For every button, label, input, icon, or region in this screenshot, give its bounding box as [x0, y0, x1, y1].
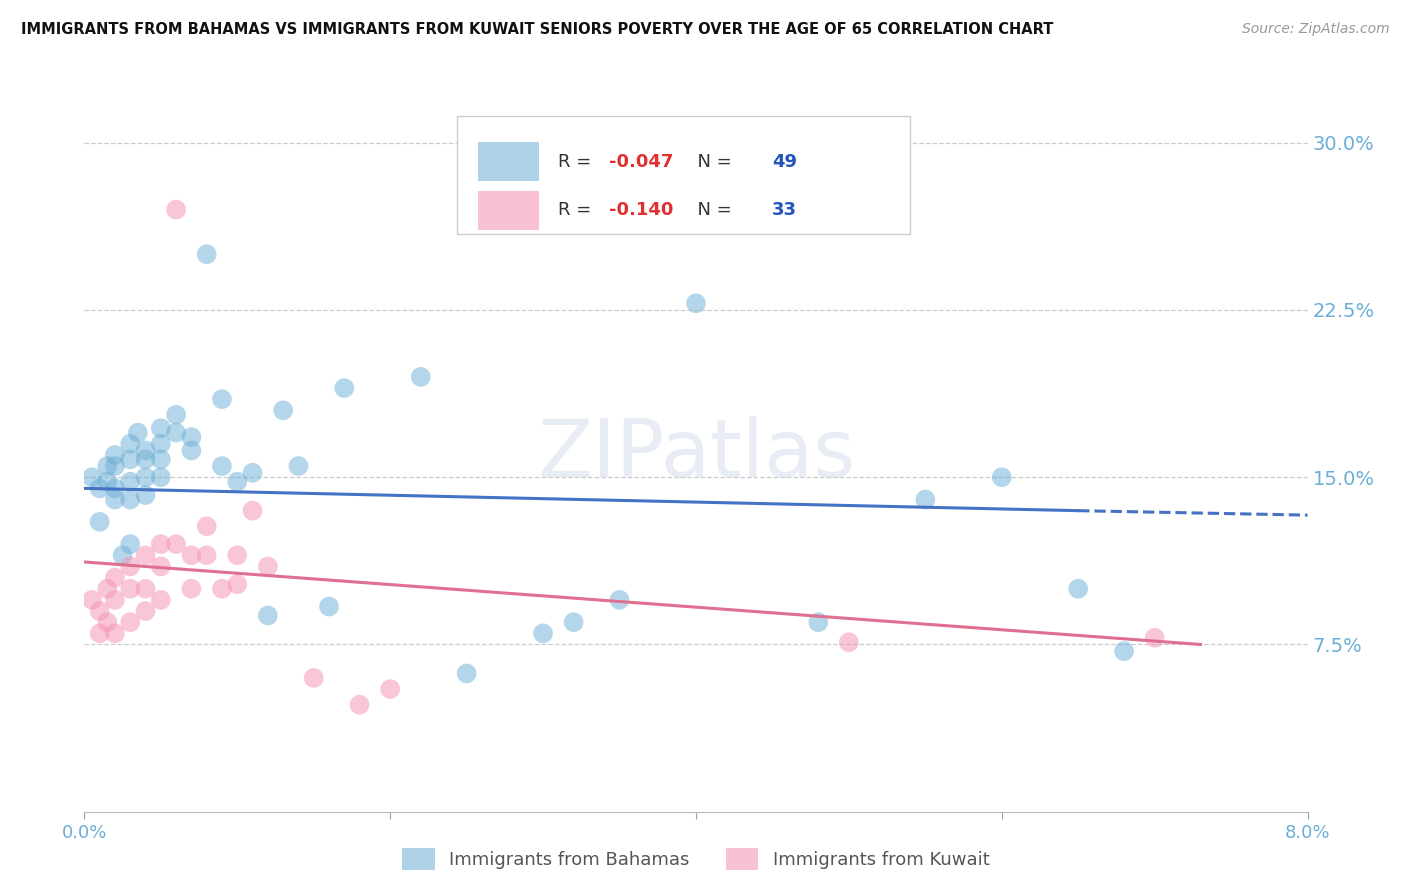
- Point: [149, 421, 172, 435]
- Point: [165, 425, 187, 440]
- Point: [287, 459, 309, 474]
- Point: [226, 548, 249, 563]
- Point: [165, 408, 187, 422]
- Text: Source: ZipAtlas.com: Source: ZipAtlas.com: [1241, 22, 1389, 37]
- Point: [120, 615, 142, 630]
- Point: [149, 537, 172, 551]
- Point: [104, 592, 127, 607]
- Point: [609, 592, 631, 607]
- Point: [135, 604, 157, 618]
- Text: R =: R =: [558, 202, 596, 219]
- Point: [120, 559, 142, 574]
- Point: [127, 425, 149, 440]
- Text: IMMIGRANTS FROM BAHAMAS VS IMMIGRANTS FROM KUWAIT SENIORS POVERTY OVER THE AGE O: IMMIGRANTS FROM BAHAMAS VS IMMIGRANTS FR…: [21, 22, 1053, 37]
- Point: [257, 559, 280, 574]
- Point: [1114, 644, 1136, 658]
- Point: [104, 571, 127, 585]
- Point: [80, 592, 103, 607]
- Point: [838, 635, 860, 649]
- Point: [180, 548, 202, 563]
- Text: N =: N =: [686, 202, 738, 219]
- Text: -0.140: -0.140: [609, 202, 673, 219]
- Point: [195, 247, 218, 261]
- Point: [149, 436, 172, 450]
- Point: [165, 537, 187, 551]
- Point: [1143, 631, 1166, 645]
- Legend: Immigrants from Bahamas, Immigrants from Kuwait: Immigrants from Bahamas, Immigrants from…: [395, 841, 997, 878]
- Point: [104, 492, 127, 507]
- Point: [409, 369, 432, 384]
- Point: [211, 459, 233, 474]
- Point: [226, 475, 249, 489]
- Point: [104, 482, 127, 496]
- Text: 49: 49: [772, 153, 797, 170]
- Point: [242, 466, 264, 480]
- Point: [120, 475, 142, 489]
- Point: [135, 548, 157, 563]
- Point: [195, 519, 218, 533]
- Point: [120, 436, 142, 450]
- Point: [120, 452, 142, 467]
- Point: [96, 615, 118, 630]
- Point: [211, 392, 233, 407]
- Point: [257, 608, 280, 623]
- Point: [531, 626, 554, 640]
- Point: [685, 296, 707, 310]
- Point: [226, 577, 249, 591]
- Point: [89, 515, 111, 529]
- Text: ZIPatlas: ZIPatlas: [537, 416, 855, 494]
- Point: [211, 582, 233, 596]
- Point: [104, 448, 127, 462]
- Point: [271, 403, 294, 417]
- FancyBboxPatch shape: [478, 142, 540, 181]
- Point: [562, 615, 585, 630]
- Point: [96, 582, 118, 596]
- Point: [195, 548, 218, 563]
- FancyBboxPatch shape: [478, 191, 540, 230]
- Point: [149, 559, 172, 574]
- Point: [333, 381, 356, 395]
- Point: [180, 582, 202, 596]
- Point: [149, 470, 172, 484]
- Point: [111, 548, 134, 563]
- Point: [80, 470, 103, 484]
- Point: [914, 492, 936, 507]
- Point: [120, 537, 142, 551]
- Point: [135, 488, 157, 502]
- Point: [135, 452, 157, 467]
- Text: N =: N =: [686, 153, 738, 170]
- Point: [180, 430, 202, 444]
- Point: [149, 592, 172, 607]
- Point: [1067, 582, 1090, 596]
- Point: [135, 443, 157, 458]
- Point: [349, 698, 371, 712]
- Point: [96, 459, 118, 474]
- Point: [120, 492, 142, 507]
- Text: 33: 33: [772, 202, 797, 219]
- Point: [456, 666, 478, 681]
- Point: [165, 202, 187, 217]
- Point: [104, 626, 127, 640]
- Point: [991, 470, 1014, 484]
- Point: [89, 482, 111, 496]
- Point: [180, 443, 202, 458]
- FancyBboxPatch shape: [457, 116, 910, 234]
- Text: -0.047: -0.047: [609, 153, 673, 170]
- Point: [135, 582, 157, 596]
- Point: [380, 681, 402, 696]
- Point: [242, 503, 264, 517]
- Point: [89, 604, 111, 618]
- Point: [89, 626, 111, 640]
- Point: [149, 452, 172, 467]
- Point: [120, 582, 142, 596]
- Point: [807, 615, 830, 630]
- Point: [302, 671, 325, 685]
- Point: [135, 470, 157, 484]
- Point: [104, 459, 127, 474]
- Point: [318, 599, 340, 614]
- Point: [96, 475, 118, 489]
- Text: R =: R =: [558, 153, 596, 170]
